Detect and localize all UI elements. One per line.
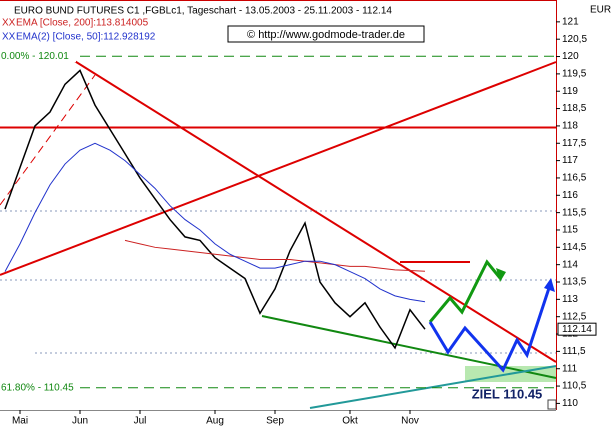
level-label-bg	[0, 381, 76, 394]
legend-entry: EMA [Close, 200]:113.814005	[16, 18, 149, 29]
legend-entry: EMA(2) [Close, 50]:112.928192	[16, 32, 156, 43]
series-line	[4, 142, 426, 303]
y-tick-label: 120	[562, 51, 579, 62]
scenario-arrow	[428, 259, 502, 323]
support-line	[261, 315, 557, 379]
y-tick-label: 115	[562, 225, 578, 236]
level-label: 0.00% - 120.01	[1, 51, 69, 62]
y-tick-label: 118	[562, 121, 578, 132]
y-tick-label: 119	[562, 86, 578, 97]
y-tick-label: 115,5	[562, 207, 587, 218]
y-tick-label: 113	[562, 294, 578, 305]
x-tick-label: Mai	[12, 416, 28, 427]
x-tick-label: Sep	[266, 416, 284, 427]
legend-marker: XX	[2, 32, 16, 43]
y-tick-label: 114,5	[562, 242, 587, 253]
y-tick-label: 121	[562, 16, 579, 27]
arrow-head	[544, 278, 555, 292]
series-line	[4, 69, 426, 350]
y-tick-label: 110	[562, 398, 578, 409]
y-tick-label: 114	[562, 259, 578, 270]
series-line	[124, 239, 426, 272]
y-tick-label: 119,5	[562, 69, 587, 80]
x-tick-label: Jun	[72, 416, 88, 427]
trend-line	[0, 61, 557, 276]
y-tick-label: 117	[562, 155, 578, 166]
trend-line	[0, 74, 96, 206]
last-value-box	[557, 322, 597, 336]
y-tick-label: 110,5	[562, 381, 587, 392]
y-tick-label: 113,5	[562, 277, 587, 288]
y-tick-label: 118,5	[562, 103, 587, 114]
corner-button	[547, 399, 557, 410]
trend-line	[309, 365, 557, 409]
level-label-bg	[0, 50, 76, 63]
y-tick-label: 112,5	[562, 311, 587, 322]
arrow-head	[496, 268, 506, 282]
y-tick-label: 116	[562, 190, 578, 201]
y-tick-label: 117,5	[562, 138, 587, 149]
source-box	[227, 25, 425, 43]
y-tick-label: 116,5	[562, 173, 587, 184]
x-tick-label: Jul	[134, 416, 147, 427]
currency: EUR	[590, 5, 611, 16]
last-value: 112.14	[562, 324, 592, 335]
y-tick-label: 111	[562, 363, 578, 374]
level-label: 61.80% - 110.45	[1, 382, 74, 393]
x-tick-label: Okt	[342, 416, 358, 427]
trend-line	[72, 59, 557, 363]
y-tick-label: 120,5	[562, 34, 587, 45]
chart-title: EURO BUND FUTURES C1 ,FGBLc1, Tageschart…	[14, 6, 392, 17]
target-box	[462, 385, 552, 403]
source: © http://www.godmode-trader.de	[247, 29, 405, 41]
x-tick-label: Aug	[206, 416, 224, 427]
target-label: ZIEL 110.45	[472, 386, 543, 401]
x-tick-label: Nov	[401, 416, 419, 427]
scenario-arrow	[428, 284, 552, 373]
legend-marker: XX	[2, 18, 16, 29]
y-tick-label: 111,5	[562, 346, 586, 357]
